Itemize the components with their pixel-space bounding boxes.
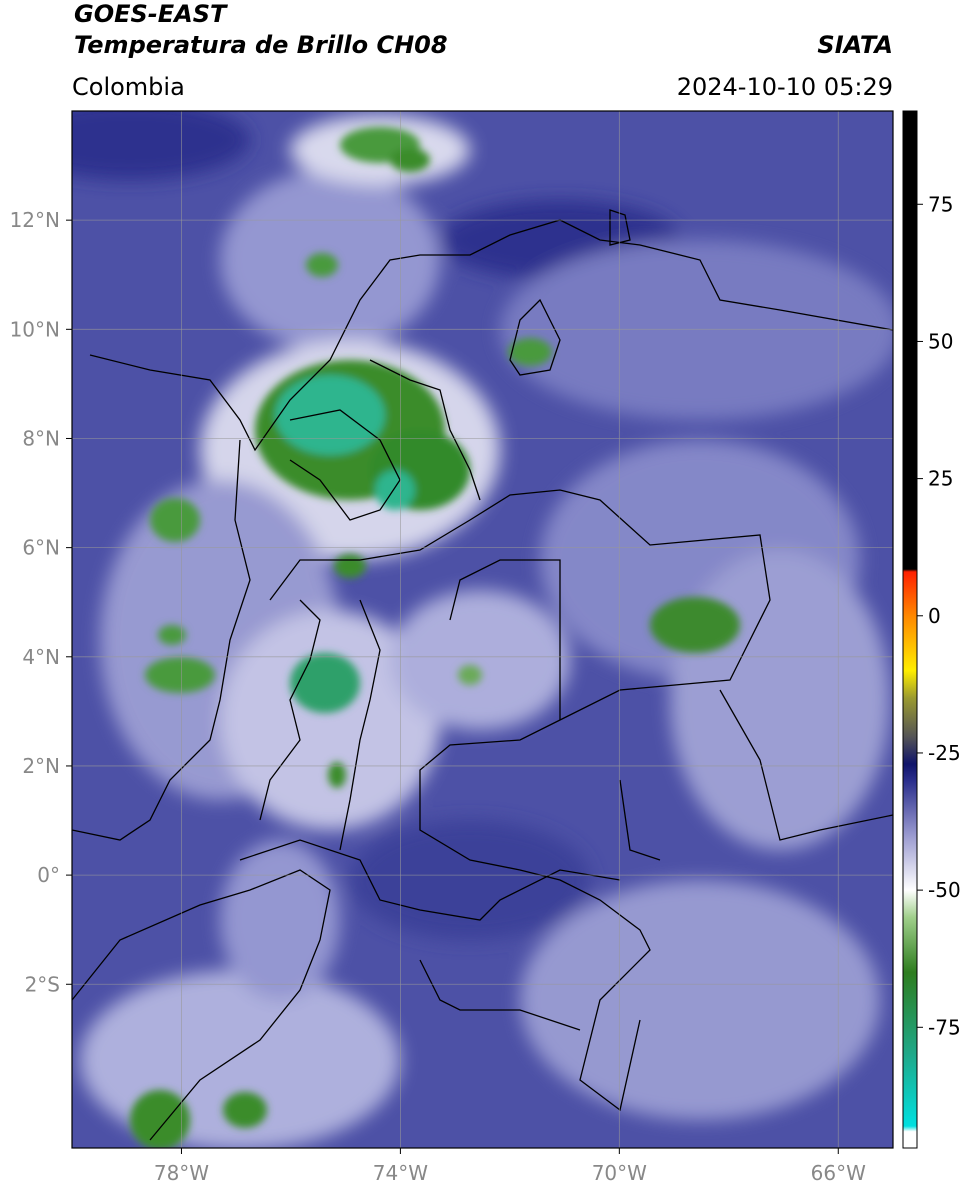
- y-tick-label: 8°N: [22, 426, 60, 450]
- title: GOES-EAST: [74, 0, 228, 28]
- satellite-image: [72, 111, 893, 1148]
- colorbar-tick-label: 25: [928, 467, 953, 491]
- x-tick-label: 66°W: [811, 1161, 866, 1185]
- x-tick-label: 70°W: [592, 1161, 647, 1185]
- colorbar: [902, 110, 918, 1149]
- y-tick-label: 2°N: [22, 754, 60, 778]
- y-tick-label: 6°N: [22, 536, 60, 560]
- x-tick-label: 78°W: [154, 1161, 209, 1185]
- y-tick-label: 12°N: [10, 208, 60, 232]
- colorbar-tick-label: -50: [928, 878, 961, 902]
- grid: [72, 111, 893, 1148]
- x-tick-label: 74°W: [373, 1161, 428, 1185]
- colorbar-tick-label: -75: [928, 1015, 961, 1039]
- y-tick-label: 0°: [37, 863, 60, 887]
- colorbar-tick-label: 75: [928, 192, 953, 216]
- subtitle: Temperatura de Brillo CH08: [74, 31, 448, 59]
- source: SIATA: [817, 31, 893, 59]
- y-tick-label: 2°S: [25, 972, 60, 996]
- timestamp: 2024-10-10 05:29: [677, 73, 893, 101]
- colorbar-tick-label: -25: [928, 741, 961, 765]
- y-tick-label: 10°N: [10, 317, 60, 341]
- y-tick-label: 4°N: [22, 645, 60, 669]
- map-frame: [71, 110, 894, 1149]
- colorbar-tick-label: 50: [928, 329, 953, 353]
- region: Colombia: [72, 73, 185, 101]
- colorbar-tick-label: 0: [928, 604, 941, 628]
